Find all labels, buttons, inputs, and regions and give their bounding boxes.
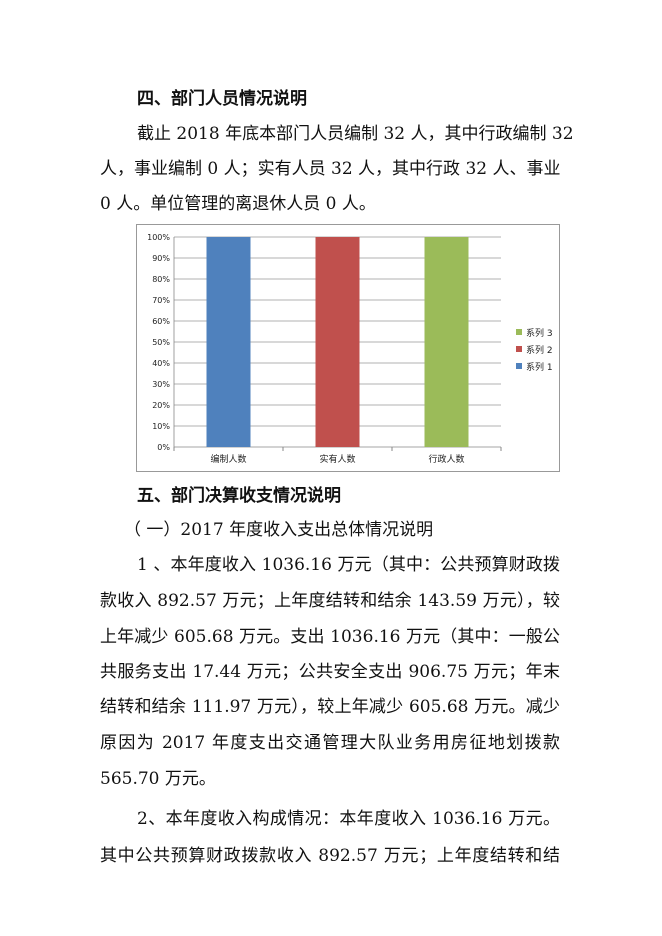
paragraph-line: 款收入 892.57 万元；上年度结转和结余 143.59 万元），较 bbox=[100, 591, 560, 611]
paragraph-line: 其中公共预算财政拨款收入 892.57 万元；上年度结转和结 bbox=[100, 846, 560, 866]
paragraph-line: 人，事业编制 0 人；实有人员 32 人，其中行政 32 人、事业 bbox=[100, 159, 561, 179]
paragraph-line: 565.70 万元。 bbox=[100, 769, 216, 789]
paragraph-line: 结转和结余 111.97 万元），较上年减少 605.68 万元。减少 bbox=[100, 697, 560, 717]
y-tick-label: 90% bbox=[152, 254, 170, 263]
legend-swatch bbox=[516, 346, 522, 352]
legend-label: 系列 2 bbox=[526, 344, 553, 356]
y-tick-label: 20% bbox=[152, 401, 170, 410]
paragraph-line: 截止 2018 年底本部门人员编制 32 人，其中行政编制 32 bbox=[137, 124, 574, 144]
section-5-heading: 五、部门决算收支情况说明 bbox=[137, 486, 341, 506]
y-tick-label: 60% bbox=[152, 317, 170, 326]
y-tick-label: 80% bbox=[152, 275, 170, 284]
paragraph-line: 上年减少 605.68 万元。支出 1036.16 万元（其中：一般公 bbox=[100, 627, 560, 647]
legend-swatch bbox=[516, 363, 522, 369]
x-category-label: 编制人数 bbox=[210, 453, 246, 465]
y-tick-label: 50% bbox=[152, 338, 170, 347]
y-tick-label: 100% bbox=[147, 233, 170, 242]
paragraph-line: 原因为 2017 年度支出交通管理大队业务用房征地划拨款 bbox=[100, 733, 560, 753]
y-tick-label: 10% bbox=[152, 422, 170, 431]
paragraph-line: 0 人。单位管理的离退休人员 0 人。 bbox=[100, 194, 376, 214]
section-4-heading: 四、部门人员情况说明 bbox=[137, 89, 307, 109]
chart-svg: 0% 10% 20% 30% 40% 50% 60% 70% 80% 90% 100% 编制人数 实有人… bbox=[147, 233, 553, 465]
bar-系列1 bbox=[206, 237, 251, 447]
x-category-label: 实有人数 bbox=[319, 453, 355, 465]
legend-label: 系列 1 bbox=[526, 361, 553, 373]
y-tick-label: 0% bbox=[157, 443, 170, 452]
x-category-label: 行政人数 bbox=[428, 453, 464, 465]
bar-系列2 bbox=[315, 237, 360, 447]
y-tick-label: 30% bbox=[152, 380, 170, 389]
y-tick-label: 40% bbox=[152, 359, 170, 368]
subheading: （ 一）2017 年度收入支出总体情况说明 bbox=[124, 520, 434, 540]
paragraph-line: 2、本年度收入构成情况：本年度收入 1036.16 万元。 bbox=[137, 809, 560, 829]
y-tick-label: 70% bbox=[152, 296, 170, 305]
staff-chart: 0% 10% 20% 30% 40% 50% 60% 70% 80% 90% 100% 编制人数 实有人… bbox=[136, 224, 560, 472]
legend-swatch bbox=[516, 329, 522, 335]
bar-系列3 bbox=[424, 237, 469, 447]
legend-label: 系列 3 bbox=[526, 327, 553, 339]
paragraph-line: 共服务支出 17.44 万元；公共安全支出 906.75 万元；年末 bbox=[100, 662, 560, 682]
paragraph-line: 1 、本年度收入 1036.16 万元（其中：公共预算财政拨 bbox=[137, 555, 560, 575]
